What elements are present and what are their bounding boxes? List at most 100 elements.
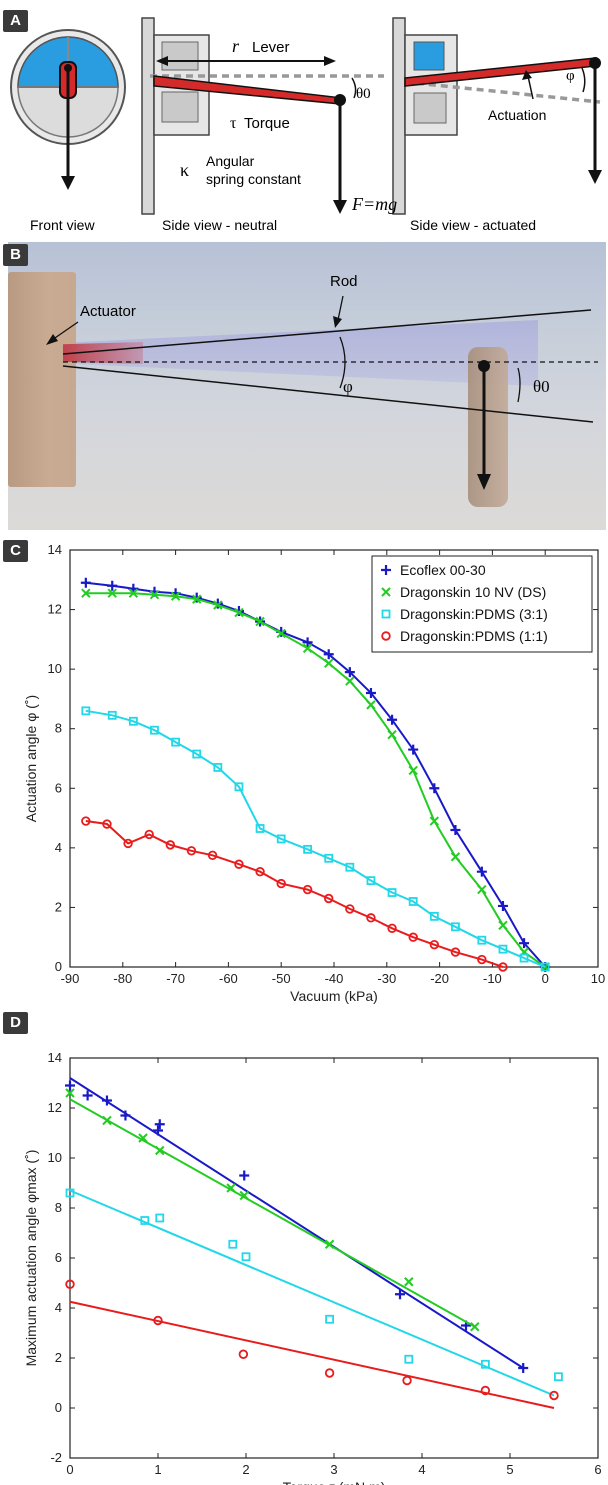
chart-c-data-point bbox=[81, 588, 91, 598]
chart-c-series-2 bbox=[81, 706, 550, 972]
chart-c-data-point bbox=[186, 846, 197, 856]
chart-c-data-point bbox=[276, 878, 286, 889]
lever-label: Lever bbox=[252, 39, 290, 56]
chart-c-data-point bbox=[276, 628, 286, 639]
chart-c-series-line bbox=[85, 709, 546, 968]
chart-c-data-point bbox=[498, 962, 508, 972]
rod-base-red bbox=[63, 342, 143, 364]
chart-c-x-tick-label: -10 bbox=[483, 971, 502, 986]
chart-c-legend-marker bbox=[381, 631, 391, 641]
chart-d-data-point bbox=[120, 1110, 131, 1121]
chart-c-data-point bbox=[144, 829, 154, 840]
chart-d-series-0 bbox=[65, 1077, 529, 1373]
actuator-photo: Actuator Rod φ θ0 bbox=[8, 242, 606, 530]
chart-c-data-point bbox=[345, 862, 355, 872]
chart-c-legend: Ecoflex 00-30 Dragonskin 10 NV (DS) Dragon… bbox=[371, 555, 593, 653]
lever-symbol: r bbox=[232, 36, 240, 56]
chart-d-data-point bbox=[239, 1190, 249, 1201]
torque-label: Torque bbox=[244, 115, 290, 132]
chart-c-data-point bbox=[207, 850, 218, 861]
chart-c-data-point bbox=[387, 729, 397, 740]
chart-d-data-point bbox=[154, 1119, 165, 1130]
chart-c-data-point bbox=[323, 649, 334, 660]
chart-c-data-point bbox=[255, 866, 265, 877]
chart-c-legend-label: Ecoflex 00-30 bbox=[400, 562, 486, 578]
chart-d-data-point bbox=[480, 1385, 491, 1396]
chart-c-data-point bbox=[429, 816, 440, 826]
chart-c-data-point bbox=[366, 913, 376, 923]
chart-d-data-point bbox=[404, 1354, 414, 1364]
chart-c-legend-label: Dragonskin:PDMS (3:1) bbox=[400, 606, 548, 622]
chart-c-data-point bbox=[81, 706, 91, 716]
panel-c-chart: C -90 -80 -70 -60 -50 -40 -30 -20 -10 0 10 0 2 4 6 8 10 1… bbox=[0, 532, 608, 1010]
rod-label: Rod bbox=[330, 273, 358, 290]
chart-c-data-point bbox=[107, 710, 117, 720]
chart-c-data-point bbox=[128, 588, 139, 598]
chart-c-data-point bbox=[408, 932, 418, 942]
torque-symbol: τ bbox=[230, 115, 237, 132]
chart-c-data-point bbox=[81, 816, 91, 826]
chart-c-data-point bbox=[324, 658, 334, 668]
chart-c-data-point bbox=[408, 765, 418, 776]
chart-c-data-point bbox=[303, 844, 313, 854]
actuation-label: Actuation bbox=[488, 107, 546, 123]
chart-c-legend-marker bbox=[381, 565, 391, 575]
chart-c-data-point bbox=[324, 893, 334, 904]
chart-c-legend-marker bbox=[381, 587, 391, 597]
panel-letter-b: B bbox=[3, 244, 28, 266]
chart-c-data-point bbox=[149, 589, 160, 600]
chart-d-data-point bbox=[404, 1277, 414, 1287]
chart-c-y-tick-label: 0 bbox=[55, 959, 62, 974]
chart-d-y-tick-label: 14 bbox=[48, 1050, 62, 1065]
chart-d-series-3 bbox=[65, 1279, 559, 1409]
chart-d-data-point bbox=[65, 1080, 75, 1091]
phi-label-a: φ bbox=[566, 68, 575, 84]
chart-d-data-point bbox=[65, 1279, 75, 1289]
chart-d-data-point bbox=[324, 1368, 335, 1378]
chart-c-data-point bbox=[128, 716, 138, 726]
chart-c-data-point bbox=[324, 853, 334, 863]
chart-d-data-point bbox=[153, 1125, 163, 1136]
chart-c-x-tick-label: -30 bbox=[377, 971, 396, 986]
chart-d-y-tick-label: 4 bbox=[55, 1300, 62, 1315]
chart-c-legend-marker bbox=[381, 609, 391, 619]
chart-d-data-point bbox=[554, 1372, 563, 1382]
chart-c-data-point bbox=[150, 725, 159, 735]
actuation-vs-vacuum-chart: -90 -80 -70 -60 -50 -40 -30 -20 -10 0 10 0 2 4 6 8 10 12 1… bbox=[23, 542, 605, 1004]
chart-c-data-point bbox=[102, 819, 112, 829]
panel-letter-a: A bbox=[3, 10, 28, 32]
chart-c-y-tick-label: 12 bbox=[48, 602, 62, 617]
chart-d-y-tick-label: -2 bbox=[50, 1450, 62, 1465]
chart-d-data-point bbox=[138, 1133, 148, 1143]
chart-d-y-tick-label: 10 bbox=[48, 1150, 62, 1165]
chart-d-data-point bbox=[65, 1088, 75, 1098]
chart-c-data-point bbox=[234, 782, 244, 792]
chart-c-x-tick-label: -40 bbox=[325, 971, 344, 986]
chart-d-data-point bbox=[518, 1363, 529, 1373]
chart-d-x-tick-label: 2 bbox=[242, 1462, 249, 1477]
chart-c-data-point bbox=[387, 714, 398, 725]
chart-c-data-point bbox=[255, 616, 265, 627]
chart-d-data-point bbox=[101, 1095, 112, 1106]
chart-c-data-point bbox=[170, 591, 181, 601]
chart-c-data-point bbox=[429, 783, 440, 794]
chart-d-fit-line bbox=[69, 1189, 555, 1397]
chart-d-data-point bbox=[140, 1216, 150, 1225]
chart-d-plot-frame bbox=[69, 1057, 599, 1459]
front-view-diagram bbox=[10, 29, 126, 190]
chart-c-legend-label: Dragonskin:PDMS (1:1) bbox=[400, 628, 548, 644]
panel-a-schematic: A bbox=[0, 0, 608, 240]
chart-d-y-tick-label: 0 bbox=[55, 1400, 62, 1415]
panel-a-drawing: r Lever θ0 τ Torque κ Angular spring con… bbox=[10, 17, 602, 233]
chart-c-data-point bbox=[171, 737, 181, 747]
chart-d-y-tick-label: 8 bbox=[55, 1200, 62, 1215]
chart-c-data-point bbox=[344, 667, 355, 678]
caption-side-neutral: Side view - neutral bbox=[162, 217, 277, 233]
chart-c-x-tick-label: -50 bbox=[272, 971, 291, 986]
chart-d-y-tick-label: 6 bbox=[55, 1250, 62, 1265]
chart-d-data-point bbox=[480, 1359, 490, 1369]
chart-c-data-point bbox=[302, 643, 313, 654]
chart-c-x-tick-label: -90 bbox=[61, 971, 80, 986]
panel-letter-c: C bbox=[3, 540, 28, 562]
